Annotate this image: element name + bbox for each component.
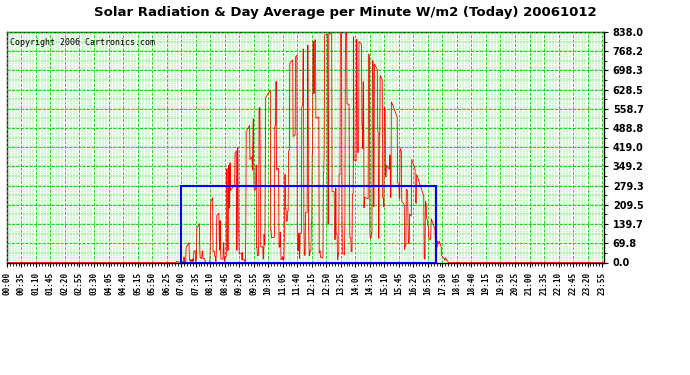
Text: Copyright 2006 Cartronics.com: Copyright 2006 Cartronics.com: [10, 38, 155, 46]
Text: Solar Radiation & Day Average per Minute W/m2 (Today) 20061012: Solar Radiation & Day Average per Minute…: [94, 6, 596, 19]
Bar: [181, 186, 436, 262]
